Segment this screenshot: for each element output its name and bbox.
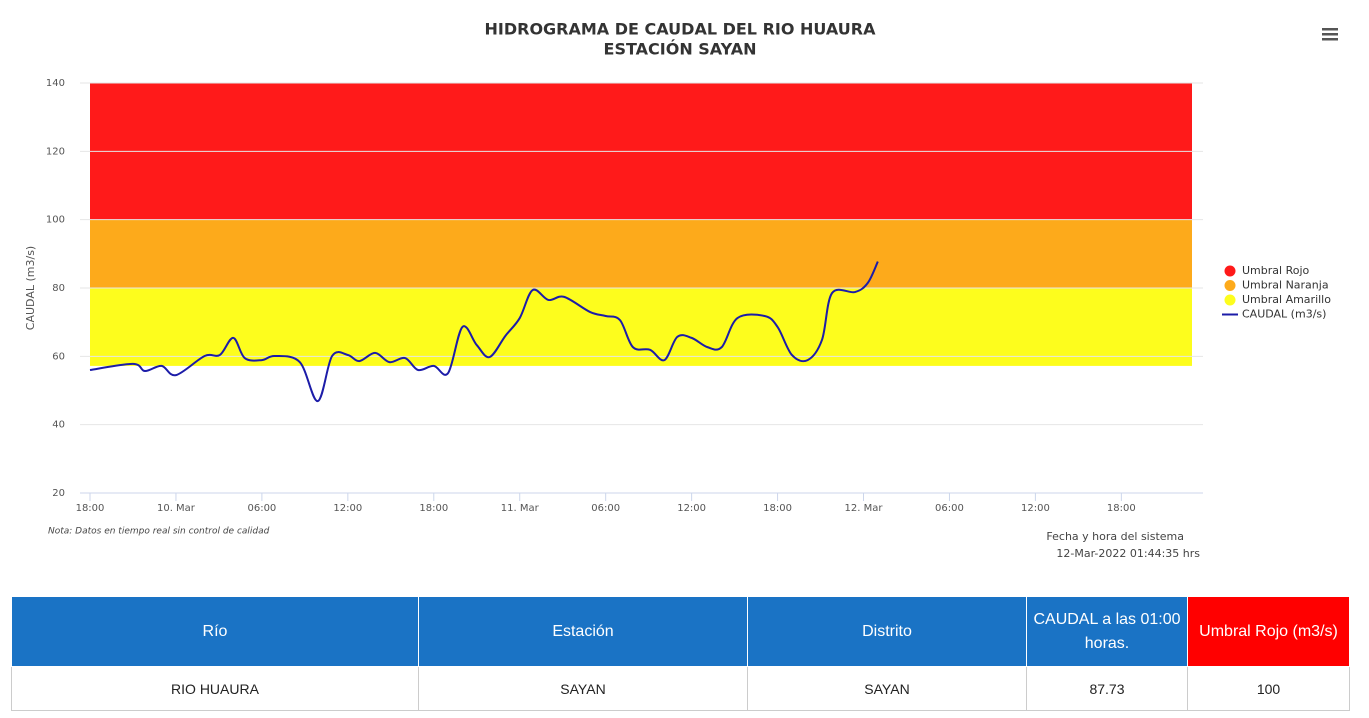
x-tick-label: 11. Mar xyxy=(501,503,540,514)
summary-table: Río Estación Distrito CAUDAL a las 01:00… xyxy=(11,596,1350,711)
table-cell: SAYAN xyxy=(747,666,1027,711)
menu-icon[interactable] xyxy=(1322,28,1338,41)
chart: HIDROGRAMA DE CAUDAL DEL RIO HUAURA ESTA… xyxy=(24,20,1338,560)
y-tick-label: 120 xyxy=(46,146,65,157)
x-tick-label: 18:00 xyxy=(763,503,792,514)
x-tick-label: 06:00 xyxy=(247,503,276,514)
x-tick-label: 06:00 xyxy=(591,503,620,514)
x-tick-label: 18:00 xyxy=(1107,503,1136,514)
note: Nota: Datos en tiempo real sin control d… xyxy=(48,527,270,537)
table-header: Río xyxy=(11,596,419,667)
x-tick-label: 10. Mar xyxy=(157,503,196,514)
legend-marker xyxy=(1224,265,1236,277)
table-header: CAUDAL a las 01:00 horas. xyxy=(1026,596,1188,667)
y-tick-label: 20 xyxy=(52,488,65,499)
footer-label: Fecha y hora del sistema xyxy=(1046,530,1184,543)
menu-bar xyxy=(1322,33,1338,36)
menu-bar xyxy=(1322,28,1338,31)
y-tick-label: 40 xyxy=(52,420,65,431)
x-tick-label: 06:00 xyxy=(935,503,964,514)
x-tick-label: 12:00 xyxy=(1021,503,1050,514)
x-tick-label: 12. Mar xyxy=(845,503,884,514)
menu-bar xyxy=(1322,38,1338,41)
table-header: Umbral Rojo (m3/s) xyxy=(1187,596,1350,667)
y-tick-label: 80 xyxy=(52,283,65,294)
table-cell: 87.73 xyxy=(1026,666,1188,711)
legend-label: Umbral Naranja xyxy=(1242,279,1329,292)
legend-marker xyxy=(1224,294,1236,306)
legend-label: Umbral Rojo xyxy=(1242,264,1310,277)
x-tick-label: 18:00 xyxy=(76,503,105,514)
threshold-band xyxy=(90,219,1192,288)
series-line xyxy=(89,261,879,403)
table-header: Distrito xyxy=(747,596,1027,667)
legend-marker xyxy=(1224,280,1236,291)
footer-date: 12-Mar-2022 01:44:35 hrs xyxy=(1056,547,1200,560)
table-cell: SAYAN xyxy=(418,666,748,711)
table-header: Estación xyxy=(418,596,748,667)
y-tick-label: 140 xyxy=(46,78,65,89)
y-tick-label: 100 xyxy=(46,215,65,226)
legend-label: Umbral Amarillo xyxy=(1242,293,1331,306)
chart-subtitle: ESTACIÓN SAYAN xyxy=(604,40,757,59)
chart-title: HIDROGRAMA DE CAUDAL DEL RIO HUAURA xyxy=(485,20,877,39)
threshold-band xyxy=(90,288,1192,366)
table-cell: 100 xyxy=(1187,666,1350,711)
x-tick-label: 18:00 xyxy=(419,503,448,514)
table-cell: RIO HUAURA xyxy=(11,666,419,711)
y-axis-label: CAUDAL (m3/s) xyxy=(24,246,37,330)
x-tick-label: 12:00 xyxy=(333,503,362,514)
x-tick-label: 12:00 xyxy=(677,503,706,514)
legend-label: CAUDAL (m3/s) xyxy=(1242,308,1326,321)
y-tick-label: 60 xyxy=(52,351,65,362)
